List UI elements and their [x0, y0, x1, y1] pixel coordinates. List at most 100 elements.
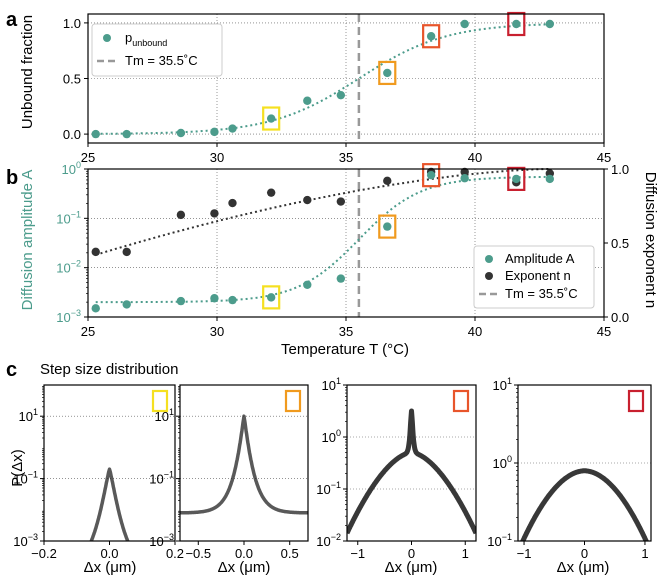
- panel-a-letter: a: [6, 9, 18, 31]
- highlight-box-a: [378, 60, 397, 86]
- legend-a-label-tm: Tm = 35.5˚C: [125, 53, 198, 68]
- frame-b: [87, 168, 605, 318]
- tick-label-b-yleft: 10−2: [56, 259, 81, 276]
- tick-label-a-x: 25: [81, 150, 95, 165]
- panel-c4-xlabel: Δx (μm): [557, 559, 610, 576]
- panel-c3-xlabel: Δx (μm): [385, 559, 438, 576]
- tick-label-c4-x: 0: [581, 546, 588, 561]
- distribution-curve-c2: [180, 414, 308, 515]
- tick-label-b-yright: 1.0: [611, 162, 629, 177]
- tick-label-c1-y: 10−3: [13, 532, 38, 549]
- tick-label-c2-x: 0.5: [281, 546, 299, 561]
- frame-c4: [517, 384, 652, 542]
- tick-label-b-x: 30: [210, 324, 224, 339]
- distribution-curve-c4: [520, 468, 649, 541]
- marker-box-c3: [452, 389, 470, 413]
- data-point-amplitude: [383, 222, 392, 231]
- highlight-box-a: [507, 11, 526, 37]
- legend-a-box: [91, 23, 223, 77]
- panel-c-title: Step size distribution: [40, 361, 178, 378]
- panel-b-xlabel: Temperature T (°C): [281, 341, 409, 358]
- tick-label-a-x: 35: [339, 150, 353, 165]
- panel-c1-xlabel: Δx (μm): [84, 559, 137, 576]
- panel-c2-xlabel: Δx (μm): [218, 559, 271, 576]
- fit-curve-amplitude: [95, 175, 550, 304]
- data-point-amplitude: [176, 296, 186, 306]
- marker-box-c2: [284, 389, 302, 413]
- tick-label-c2-x: 0.0: [235, 546, 253, 561]
- data-point-a: [228, 124, 237, 133]
- tick-label-c1-y: 10−1: [13, 470, 38, 487]
- legend-b-label-amplitude: Amplitude A: [505, 251, 575, 266]
- tick-label-a-x: 30: [210, 150, 224, 165]
- data-point-exponent: [303, 195, 312, 205]
- panel-a-plot: 25 30 35 40 45 0.0 0.5 1.0: [63, 11, 611, 165]
- marker-box-c1: [151, 389, 169, 413]
- data-point-amplitude: [545, 174, 555, 184]
- frame-c3: [346, 384, 477, 542]
- data-point-amplitude: [512, 174, 521, 184]
- tick-label-a-y: 0.5: [63, 72, 81, 87]
- tick-label-a-y: 0.0: [63, 127, 81, 142]
- data-point-exponent: [460, 167, 469, 177]
- tick-label-c3-y: 10−2: [316, 532, 341, 549]
- panel-b-letter: b: [6, 167, 18, 189]
- fit-curve-a: [95, 23, 550, 135]
- tick-label-c1-y: 101: [19, 407, 38, 424]
- panel-a-legend: punbound Tm = 35.5˚C: [91, 23, 223, 77]
- tick-label-c2-x: −0.5: [185, 546, 211, 561]
- marker-box-c4: [627, 389, 645, 413]
- highlight-box-b: [422, 163, 441, 188]
- data-point-exponent: [336, 197, 346, 206]
- panel-b-plot: 25 30 35 40 45 10−3 10−2 10−1 100 0.0 0.5 1.0: [56, 160, 629, 339]
- fit-curve-exponent: [95, 168, 550, 256]
- data-point-amplitude: [228, 295, 237, 305]
- panel-b-ylabel-left: Diffusion amplitude A: [19, 170, 36, 311]
- tick-label-c3-x: 1: [462, 546, 469, 561]
- data-point-a: [303, 96, 312, 105]
- highlight-box-b: [378, 214, 397, 239]
- tick-label-b-yleft: 10−3: [56, 308, 81, 325]
- data-point-amplitude: [426, 170, 436, 180]
- tick-label-c4-x: −1: [517, 546, 532, 561]
- data-point-exponent: [266, 188, 276, 197]
- data-point-amplitude: [266, 293, 276, 302]
- data-point-a: [512, 19, 521, 29]
- frame-c1: [43, 384, 176, 542]
- highlight-box-b: [507, 166, 526, 191]
- legend-b-label-tm: Tm = 35.5˚C: [505, 286, 578, 301]
- legend-b-marker-amplitude: [485, 255, 493, 263]
- data-point-a: [460, 19, 469, 29]
- data-point-exponent: [122, 247, 131, 257]
- distribution-curve-c1: [89, 467, 130, 541]
- tick-label-b-x: 25: [81, 324, 95, 339]
- panel-b-ylabel-right: Diffusion exponent n: [642, 172, 658, 309]
- data-point-a: [210, 127, 219, 137]
- tick-label-b-yright: 0.0: [611, 310, 629, 325]
- tick-label-b-yright: 0.5: [611, 236, 629, 251]
- tick-label-c3-x: 0: [408, 546, 415, 561]
- highlight-box-a: [262, 106, 281, 131]
- data-point-a: [266, 114, 276, 123]
- tick-label-c4-y: 10−1: [487, 532, 512, 549]
- highlight-box-b: [262, 285, 281, 310]
- tick-label-a-x: 45: [597, 150, 611, 165]
- legend-b-marker-exponent: [485, 272, 493, 280]
- highlight-box-a: [422, 24, 441, 49]
- tick-label-b-x: 45: [597, 324, 611, 339]
- tick-label-c2-y: 101: [155, 407, 174, 424]
- tick-label-c3-y: 101: [322, 376, 341, 393]
- data-point-exponent: [176, 210, 186, 220]
- tick-label-b-x: 40: [468, 324, 482, 339]
- data-point-a: [176, 128, 186, 138]
- data-point-exponent: [228, 198, 237, 208]
- tick-label-b-yleft: 100: [62, 160, 81, 177]
- data-point-amplitude: [91, 304, 100, 313]
- data-point-amplitude: [122, 300, 131, 309]
- data-point-exponent: [91, 247, 100, 257]
- tick-label-c2-y: 10−1: [149, 470, 174, 487]
- tick-label-c2-y: 10−3: [149, 532, 174, 549]
- data-point-a: [336, 90, 346, 100]
